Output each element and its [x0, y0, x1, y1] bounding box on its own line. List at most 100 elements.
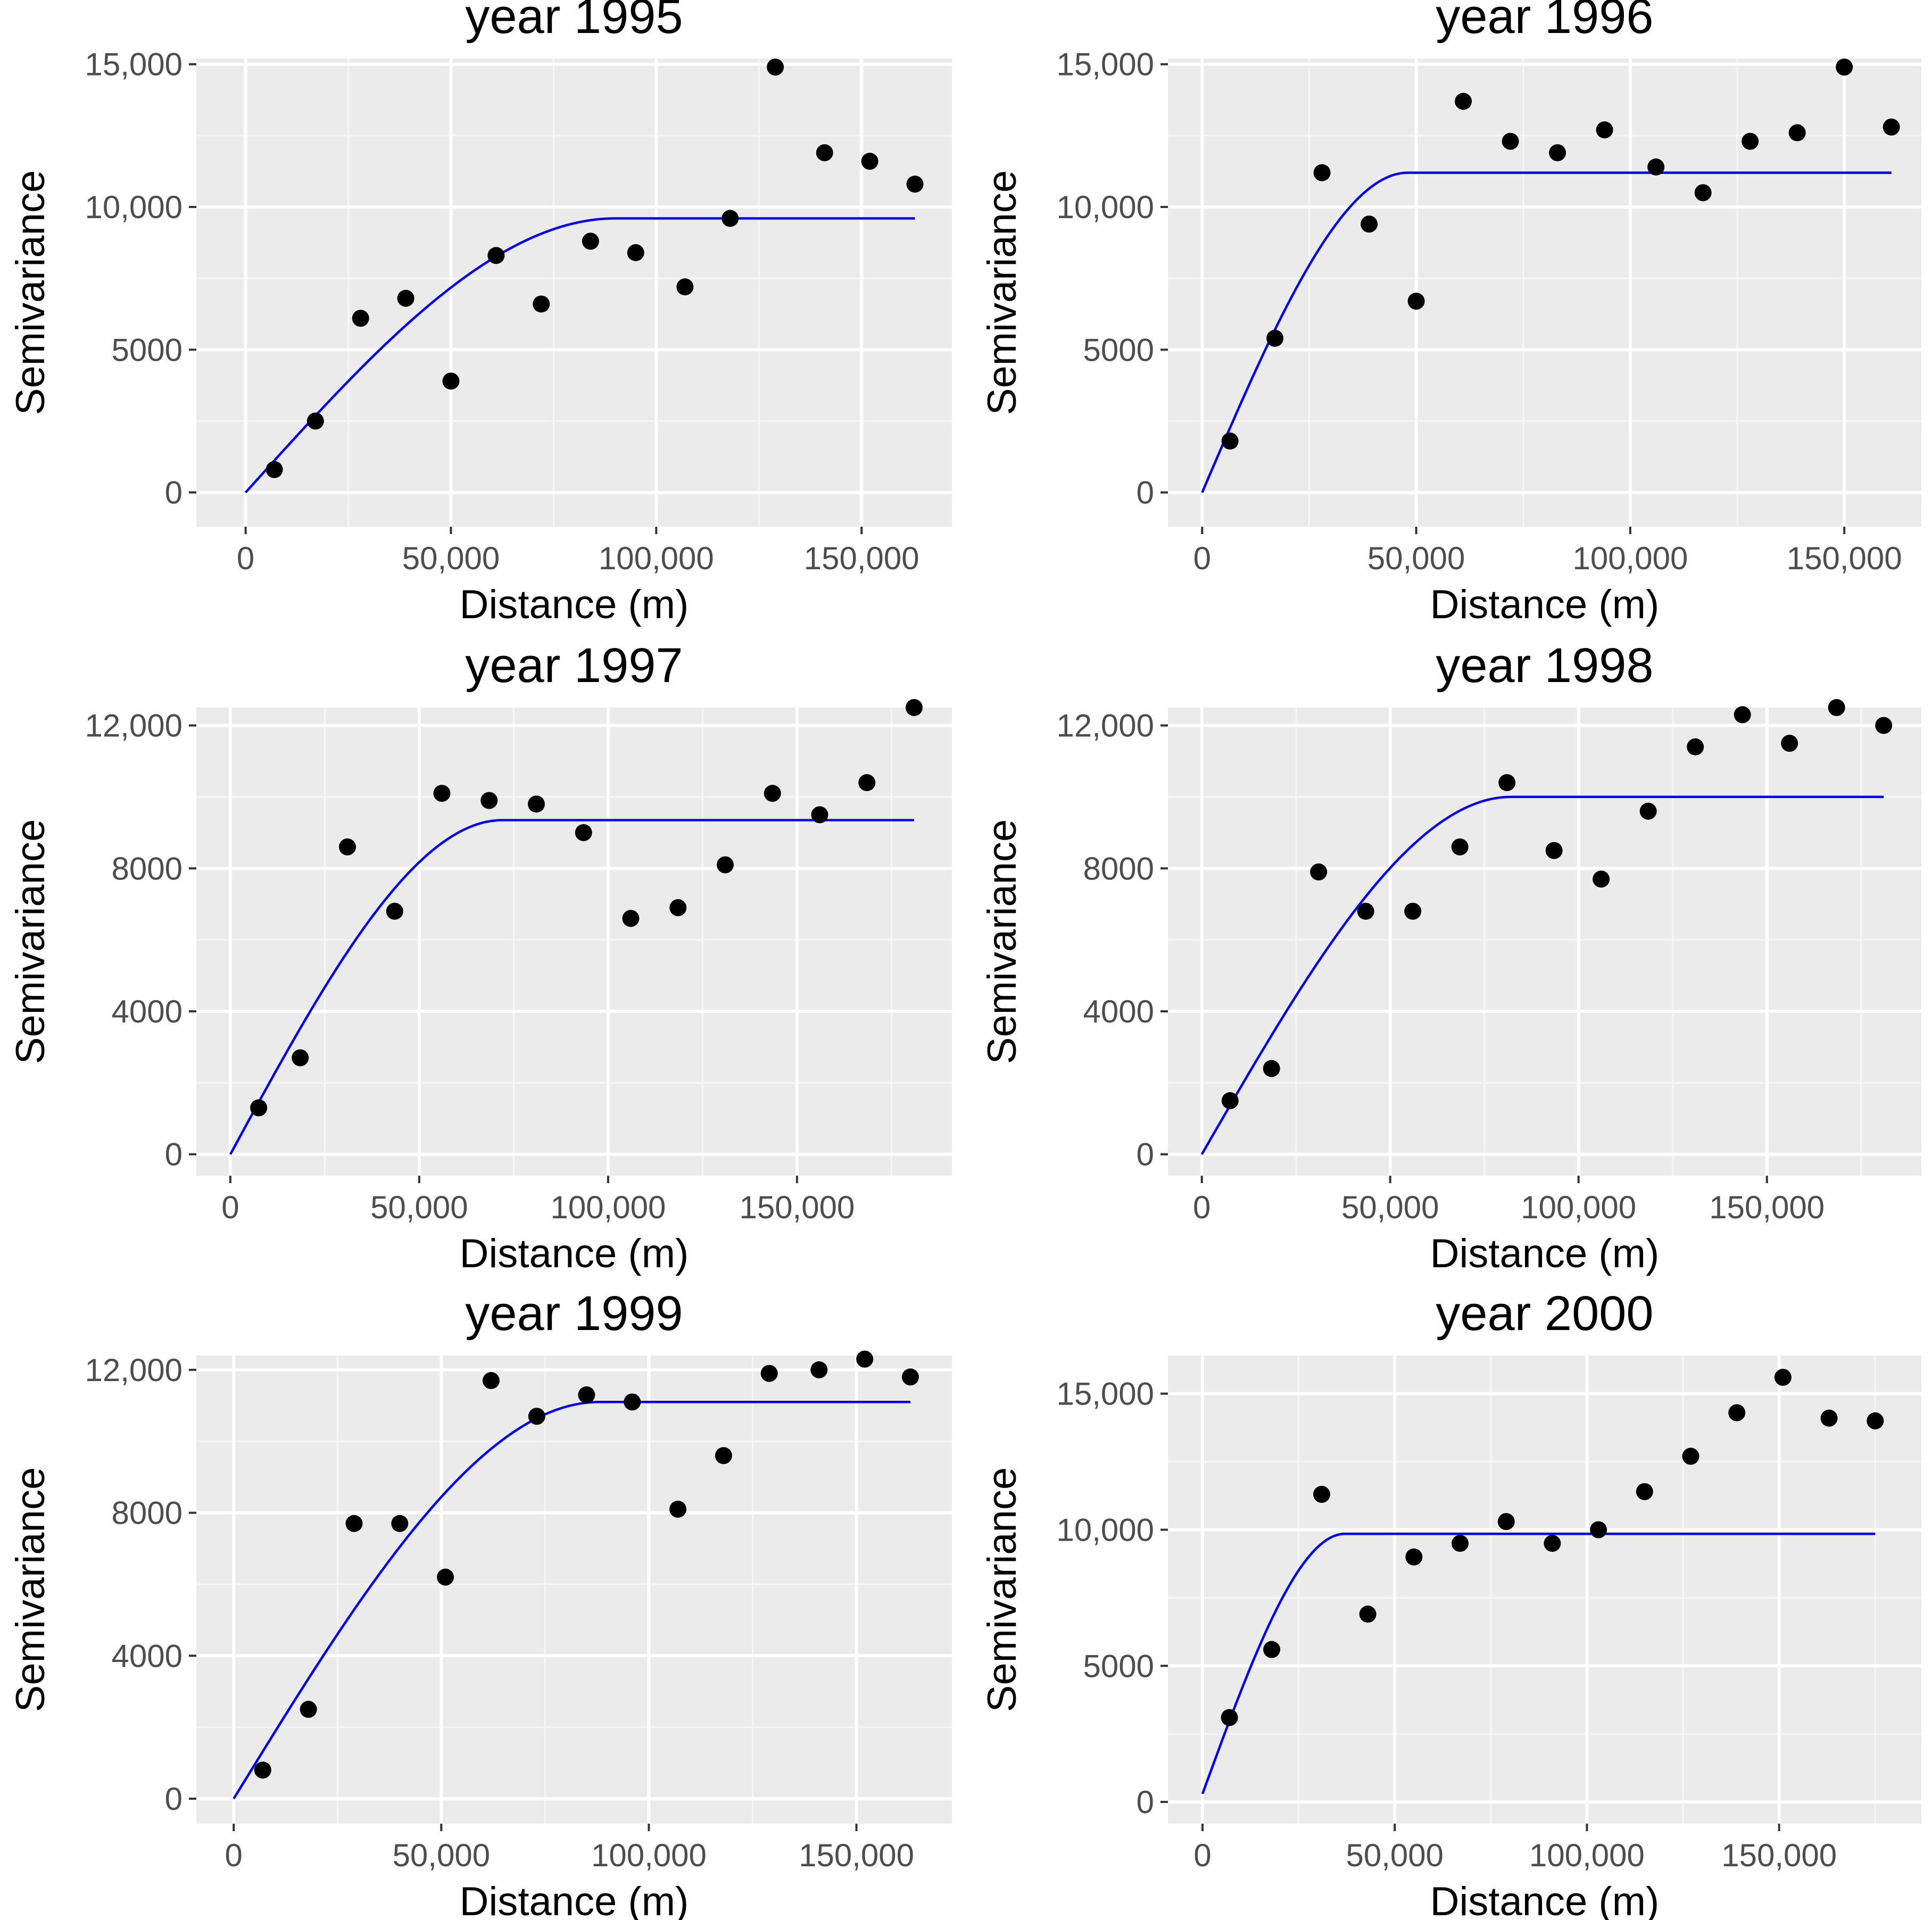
chart-panel-3: 0 50,000 100,000 150,000 0 4000 8000 12,000 year… [8, 638, 952, 1276]
data-point [480, 792, 498, 809]
fitted-model-line [244, 217, 915, 494]
data-point [582, 232, 599, 250]
x-tick-label: 0 [1193, 1190, 1210, 1225]
y-tick-label: 12,000 [85, 708, 183, 744]
data-point [1596, 121, 1613, 139]
x-tick-label: 150,000 [739, 1190, 855, 1225]
y-tick-label: 4000 [112, 994, 183, 1029]
data-point [533, 295, 550, 313]
x-tick-label: 50,000 [1341, 1190, 1439, 1225]
y-axis-label: Semivariance [980, 1467, 1025, 1712]
x-tick-label: 100,000 [599, 541, 714, 576]
y-tick-label: 10,000 [1056, 1512, 1154, 1548]
data-point [575, 824, 592, 842]
y-tick-label: 10,000 [85, 189, 183, 225]
data-point [810, 1361, 828, 1378]
data-point [437, 1568, 454, 1586]
y-tick-label: 5000 [1083, 332, 1154, 368]
panel-background [1168, 1356, 1921, 1824]
chart-title: year 1997 [465, 638, 683, 693]
chart-panel-6: 0 50,000 100,000 150,000 0 5000 10,000 15,000 ye… [980, 1286, 1921, 1920]
data-point [1361, 215, 1378, 233]
data-point [1313, 164, 1331, 181]
panel-background [196, 59, 952, 527]
fitted-model-line [229, 819, 914, 1155]
x-tick-label: 100,000 [550, 1190, 666, 1225]
x-axis-label: Distance (m) [460, 582, 689, 627]
y-axis-label: Semivariance [980, 170, 1025, 415]
y-tick-label: 10,000 [1056, 189, 1154, 225]
data-point [669, 1500, 687, 1518]
data-point [1549, 144, 1566, 162]
data-point [345, 1515, 363, 1532]
data-point [1694, 184, 1712, 202]
y-axis-label: Semivariance [8, 1467, 53, 1712]
chart-panel-2: 0 50,000 100,000 150,000 0 5000 10,000 15,000 ye… [980, 0, 1921, 627]
x-axis-label: Distance (m) [460, 1879, 689, 1920]
y-axis-label: Semivariance [980, 819, 1025, 1064]
x-tick-label: 50,000 [402, 541, 500, 576]
x-tick-label: 0 [225, 1838, 243, 1873]
data-point [1502, 132, 1519, 150]
x-axis-label: Distance (m) [1430, 582, 1660, 627]
data-point [306, 412, 324, 430]
x-tick-label: 50,000 [1367, 541, 1465, 576]
chart-panel-4: 0 50,000 100,000 150,000 0 4000 8000 12,000 year… [980, 638, 1921, 1276]
fitted-model-line [1200, 795, 1884, 1155]
y-tick-label: 8000 [112, 851, 183, 886]
data-point [1545, 842, 1563, 859]
data-point [578, 1386, 595, 1403]
data-point [858, 774, 876, 792]
data-point [627, 244, 644, 261]
x-tick-label: 0 [1193, 1838, 1211, 1873]
x-tick-label: 100,000 [1529, 1838, 1645, 1873]
data-point [254, 1761, 271, 1779]
data-point [339, 838, 356, 855]
data-point [1636, 1483, 1653, 1500]
chart-title: year 1999 [465, 1286, 683, 1341]
y-tick-label: 15,000 [85, 47, 183, 82]
data-point [1647, 158, 1665, 176]
data-point [1497, 1513, 1515, 1531]
data-point [1875, 717, 1893, 734]
y-axis-label: Semivariance [8, 170, 53, 415]
data-point [1682, 1448, 1699, 1465]
data-point [622, 910, 640, 927]
data-point [1266, 329, 1284, 347]
y-axis-label: Semivariance [8, 819, 53, 1064]
data-point [1639, 802, 1657, 820]
data-point [487, 247, 505, 264]
data-point [1742, 132, 1759, 150]
data-point [1728, 1404, 1746, 1422]
y-tick-label: 0 [165, 1781, 183, 1817]
data-point [1788, 124, 1806, 142]
x-tick-label: 50,000 [393, 1838, 491, 1873]
chart-panel-5: 0 50,000 100,000 150,000 0 4000 8000 12,000 year… [8, 1286, 952, 1920]
x-axis-label: Distance (m) [460, 1231, 689, 1276]
data-point [1221, 433, 1239, 450]
data-point [1774, 1368, 1792, 1386]
data-point [669, 899, 687, 917]
data-point [292, 1049, 309, 1067]
x-tick-label: 150,000 [1709, 1190, 1825, 1225]
data-point [300, 1701, 317, 1718]
data-point [1359, 1606, 1377, 1623]
data-point [901, 1368, 919, 1386]
data-point [528, 795, 545, 813]
data-point [1781, 735, 1798, 752]
data-point [397, 289, 414, 307]
data-point [528, 1408, 545, 1425]
panel-background [1168, 59, 1921, 527]
y-tick-label: 0 [1137, 1137, 1154, 1173]
panel-background [1168, 708, 1921, 1176]
data-point [1498, 774, 1516, 792]
data-point [715, 1447, 732, 1465]
x-tick-label: 150,000 [799, 1838, 914, 1873]
data-point [1221, 1092, 1239, 1109]
data-point [1820, 1409, 1838, 1427]
x-tick-label: 50,000 [370, 1190, 468, 1225]
fitted-model-line [233, 1401, 910, 1800]
y-tick-label: 0 [165, 1137, 183, 1173]
